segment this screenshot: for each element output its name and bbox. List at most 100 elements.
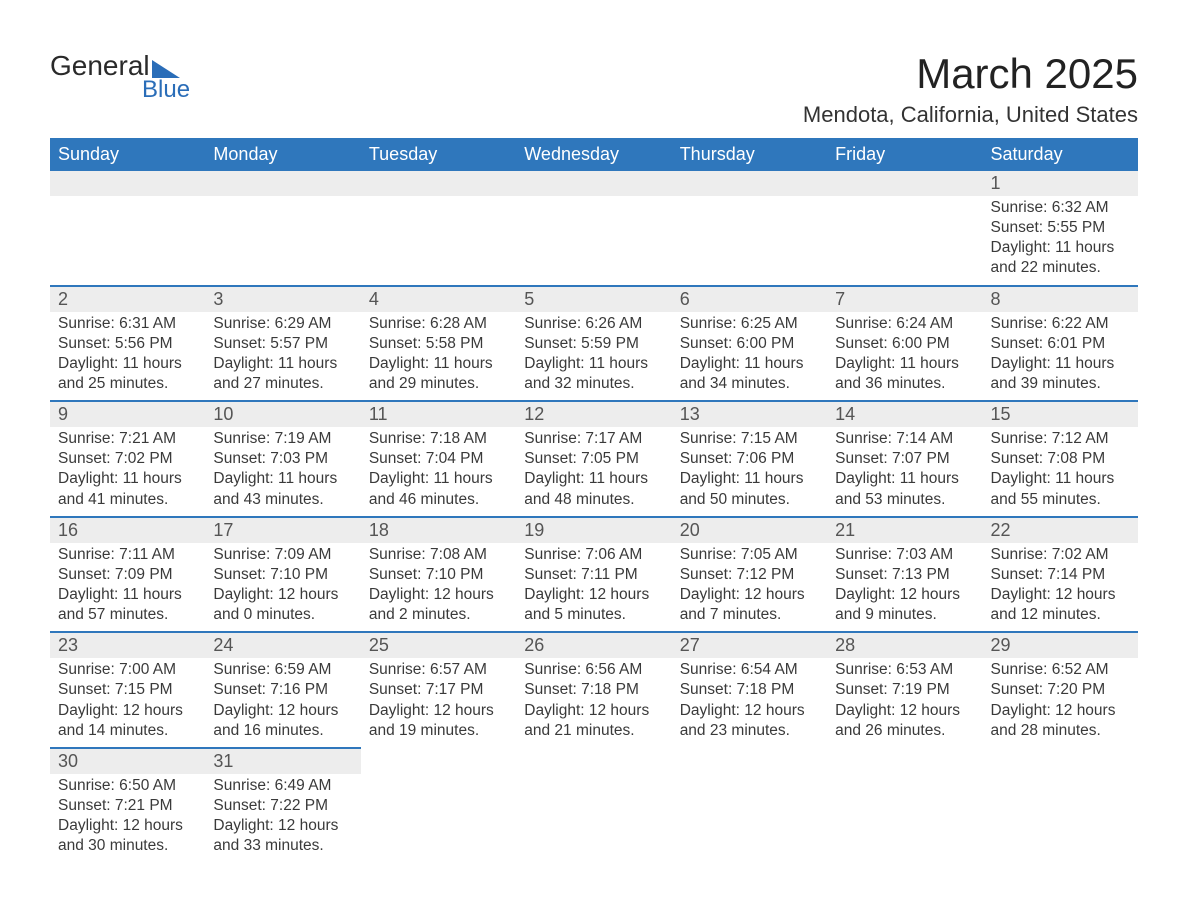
day-body-empty — [516, 773, 671, 843]
day-body: Sunrise: 6:52 AMSunset: 7:20 PMDaylight:… — [983, 658, 1138, 747]
day-body: Sunrise: 6:31 AMSunset: 5:56 PMDaylight:… — [50, 312, 205, 401]
day-sunset: Sunset: 7:09 PM — [58, 565, 197, 585]
day-number: 5 — [516, 287, 671, 312]
calendar-day-cell: 13Sunrise: 7:15 AMSunset: 7:06 PMDayligh… — [672, 401, 827, 517]
day-sunrise: Sunrise: 7:05 AM — [680, 545, 819, 565]
day-number: 7 — [827, 287, 982, 312]
day-sunset: Sunset: 7:11 PM — [524, 565, 663, 585]
calendar-day-cell: 8Sunrise: 6:22 AMSunset: 6:01 PMDaylight… — [983, 286, 1138, 402]
day-number-empty — [516, 171, 671, 196]
day-number: 27 — [672, 633, 827, 658]
calendar-day-cell: 17Sunrise: 7:09 AMSunset: 7:10 PMDayligh… — [205, 517, 360, 633]
day-body: Sunrise: 6:54 AMSunset: 7:18 PMDaylight:… — [672, 658, 827, 747]
day-body-empty — [983, 773, 1138, 843]
day-sunrise: Sunrise: 6:59 AM — [213, 660, 352, 680]
day-body: Sunrise: 6:50 AMSunset: 7:21 PMDaylight:… — [50, 774, 205, 863]
day-body: Sunrise: 7:12 AMSunset: 7:08 PMDaylight:… — [983, 427, 1138, 516]
day-sunrise: Sunrise: 6:54 AM — [680, 660, 819, 680]
calendar-day-cell: 9Sunrise: 7:21 AMSunset: 7:02 PMDaylight… — [50, 401, 205, 517]
day-number: 16 — [50, 518, 205, 543]
day-sunrise: Sunrise: 6:56 AM — [524, 660, 663, 680]
day-sunset: Sunset: 7:19 PM — [835, 680, 974, 700]
day-body-empty — [361, 773, 516, 843]
day-sunset: Sunset: 7:03 PM — [213, 449, 352, 469]
day-body-empty — [672, 773, 827, 843]
day-daylight1: Daylight: 12 hours — [835, 701, 974, 721]
day-body: Sunrise: 6:28 AMSunset: 5:58 PMDaylight:… — [361, 312, 516, 401]
weekday-header: Tuesday — [361, 138, 516, 171]
day-daylight2: and 43 minutes. — [213, 490, 352, 510]
day-body-empty — [672, 196, 827, 266]
day-daylight1: Daylight: 11 hours — [835, 354, 974, 374]
day-sunrise: Sunrise: 7:12 AM — [991, 429, 1130, 449]
day-body: Sunrise: 7:06 AMSunset: 7:11 PMDaylight:… — [516, 543, 671, 632]
calendar-day-cell — [672, 748, 827, 863]
calendar-day-cell: 30Sunrise: 6:50 AMSunset: 7:21 PMDayligh… — [50, 748, 205, 863]
day-number: 28 — [827, 633, 982, 658]
day-sunrise: Sunrise: 6:24 AM — [835, 314, 974, 334]
day-number: 6 — [672, 287, 827, 312]
day-number-empty — [672, 748, 827, 773]
calendar-day-cell: 29Sunrise: 6:52 AMSunset: 7:20 PMDayligh… — [983, 632, 1138, 748]
calendar-week-row: 2Sunrise: 6:31 AMSunset: 5:56 PMDaylight… — [50, 286, 1138, 402]
day-sunset: Sunset: 7:14 PM — [991, 565, 1130, 585]
weekday-header: Friday — [827, 138, 982, 171]
day-body: Sunrise: 7:00 AMSunset: 7:15 PMDaylight:… — [50, 658, 205, 747]
day-daylight2: and 41 minutes. — [58, 490, 197, 510]
day-number: 26 — [516, 633, 671, 658]
day-daylight1: Daylight: 11 hours — [58, 354, 197, 374]
calendar-day-cell: 4Sunrise: 6:28 AMSunset: 5:58 PMDaylight… — [361, 286, 516, 402]
day-daylight1: Daylight: 11 hours — [369, 354, 508, 374]
day-daylight2: and 23 minutes. — [680, 721, 819, 741]
day-body: Sunrise: 6:25 AMSunset: 6:00 PMDaylight:… — [672, 312, 827, 401]
day-daylight2: and 26 minutes. — [835, 721, 974, 741]
day-sunrise: Sunrise: 6:29 AM — [213, 314, 352, 334]
day-body: Sunrise: 6:49 AMSunset: 7:22 PMDaylight:… — [205, 774, 360, 863]
day-number: 11 — [361, 402, 516, 427]
day-number: 29 — [983, 633, 1138, 658]
calendar-day-cell: 28Sunrise: 6:53 AMSunset: 7:19 PMDayligh… — [827, 632, 982, 748]
day-sunset: Sunset: 7:10 PM — [369, 565, 508, 585]
calendar-day-cell: 23Sunrise: 7:00 AMSunset: 7:15 PMDayligh… — [50, 632, 205, 748]
day-daylight1: Daylight: 12 hours — [524, 585, 663, 605]
calendar-day-cell: 7Sunrise: 6:24 AMSunset: 6:00 PMDaylight… — [827, 286, 982, 402]
calendar-week-row: 1Sunrise: 6:32 AMSunset: 5:55 PMDaylight… — [50, 171, 1138, 286]
day-body: Sunrise: 7:19 AMSunset: 7:03 PMDaylight:… — [205, 427, 360, 516]
calendar-day-cell — [516, 748, 671, 863]
calendar-week-row: 30Sunrise: 6:50 AMSunset: 7:21 PMDayligh… — [50, 748, 1138, 863]
day-body: Sunrise: 6:53 AMSunset: 7:19 PMDaylight:… — [827, 658, 982, 747]
day-body: Sunrise: 7:17 AMSunset: 7:05 PMDaylight:… — [516, 427, 671, 516]
day-daylight2: and 39 minutes. — [991, 374, 1130, 394]
calendar-week-row: 9Sunrise: 7:21 AMSunset: 7:02 PMDaylight… — [50, 401, 1138, 517]
calendar-day-cell: 26Sunrise: 6:56 AMSunset: 7:18 PMDayligh… — [516, 632, 671, 748]
day-sunrise: Sunrise: 6:53 AM — [835, 660, 974, 680]
day-daylight1: Daylight: 12 hours — [369, 701, 508, 721]
day-number-empty — [361, 748, 516, 773]
day-sunrise: Sunrise: 6:28 AM — [369, 314, 508, 334]
day-daylight2: and 12 minutes. — [991, 605, 1130, 625]
day-body: Sunrise: 7:21 AMSunset: 7:02 PMDaylight:… — [50, 427, 205, 516]
day-number-empty — [205, 171, 360, 196]
day-number: 12 — [516, 402, 671, 427]
day-body-empty — [205, 196, 360, 266]
day-daylight1: Daylight: 11 hours — [58, 469, 197, 489]
day-sunrise: Sunrise: 7:18 AM — [369, 429, 508, 449]
day-number: 2 — [50, 287, 205, 312]
day-daylight2: and 0 minutes. — [213, 605, 352, 625]
day-daylight1: Daylight: 12 hours — [213, 585, 352, 605]
day-daylight2: and 50 minutes. — [680, 490, 819, 510]
calendar-day-cell: 20Sunrise: 7:05 AMSunset: 7:12 PMDayligh… — [672, 517, 827, 633]
day-daylight2: and 5 minutes. — [524, 605, 663, 625]
day-daylight2: and 30 minutes. — [58, 836, 197, 856]
day-sunset: Sunset: 7:08 PM — [991, 449, 1130, 469]
calendar-day-cell: 27Sunrise: 6:54 AMSunset: 7:18 PMDayligh… — [672, 632, 827, 748]
day-body: Sunrise: 7:14 AMSunset: 7:07 PMDaylight:… — [827, 427, 982, 516]
day-daylight2: and 33 minutes. — [213, 836, 352, 856]
day-number: 3 — [205, 287, 360, 312]
day-sunset: Sunset: 7:15 PM — [58, 680, 197, 700]
day-sunrise: Sunrise: 7:19 AM — [213, 429, 352, 449]
day-daylight2: and 27 minutes. — [213, 374, 352, 394]
day-number: 25 — [361, 633, 516, 658]
day-sunrise: Sunrise: 7:11 AM — [58, 545, 197, 565]
day-daylight1: Daylight: 12 hours — [213, 701, 352, 721]
